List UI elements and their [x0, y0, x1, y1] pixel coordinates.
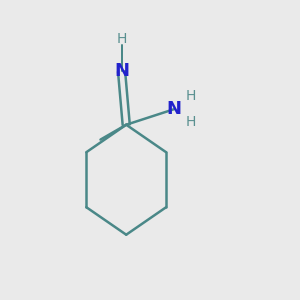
Text: N: N — [114, 62, 129, 80]
Text: H: H — [116, 32, 127, 46]
Text: H: H — [185, 116, 196, 130]
Text: N: N — [167, 100, 182, 118]
Text: H: H — [185, 89, 196, 103]
